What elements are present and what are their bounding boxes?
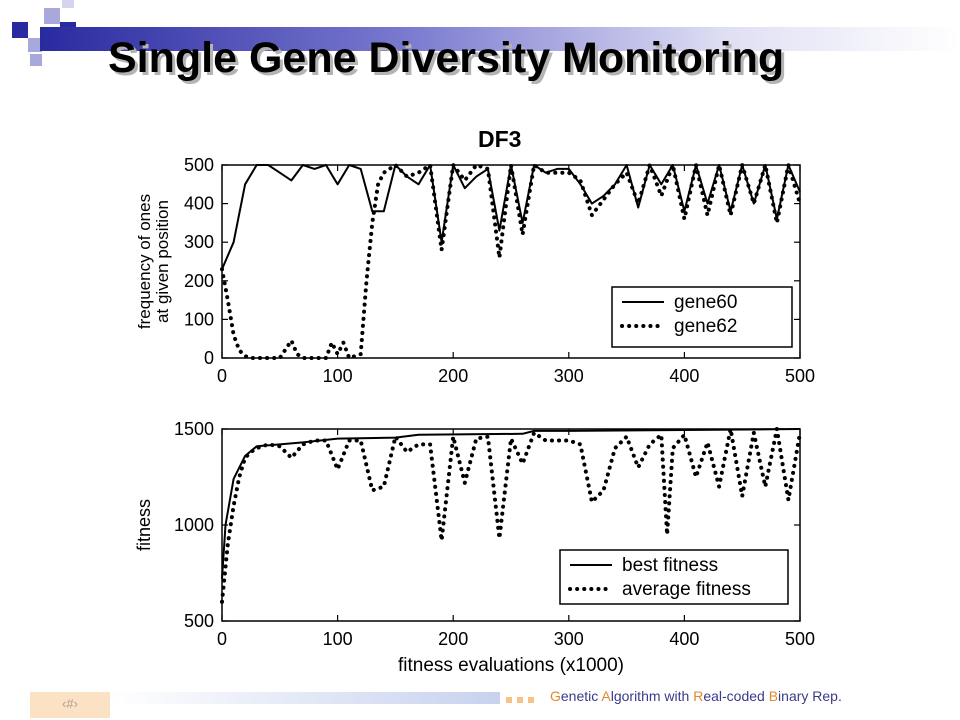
- y-tick-label: 1500: [174, 419, 214, 439]
- y-tick-label: 1000: [174, 515, 214, 535]
- x-tick-label: 500: [785, 366, 815, 386]
- series-line-gene60: [221, 164, 801, 270]
- x-tick-label: 0: [217, 366, 227, 386]
- x-tick-label: 200: [438, 629, 468, 649]
- series-line-gene62: [220, 163, 802, 360]
- decor-square-light-1: [44, 8, 60, 24]
- footer-dot: [528, 697, 534, 703]
- footer-seg: enetic: [560, 688, 602, 704]
- y-tick-label: 300: [184, 232, 214, 252]
- footer-text: Genetic Algorithm with Real-coded Binary…: [550, 688, 842, 704]
- y-axis-label: fitness: [134, 499, 154, 551]
- y-axis-label: frequency of ones: [135, 194, 154, 329]
- footer-seg: G: [550, 688, 561, 704]
- x-axis-label: fitness evaluations (x1000): [398, 655, 624, 676]
- footer-seg: lgorithm with: [610, 688, 694, 704]
- legend-box: [559, 549, 789, 605]
- x-tick-label: 100: [323, 629, 353, 649]
- x-tick-label: 200: [438, 366, 468, 386]
- x-tick-label: 400: [669, 366, 699, 386]
- decor-square-light-2: [28, 38, 42, 52]
- footer-seg: B: [768, 688, 779, 704]
- x-tick-label: 300: [554, 629, 584, 649]
- y-tick-label: 100: [184, 309, 214, 329]
- y-tick-label: 500: [184, 155, 214, 175]
- y-axis-label: at given position: [153, 200, 172, 323]
- series-line-best-fitness: [221, 428, 801, 579]
- footer-bar: [110, 692, 500, 704]
- y-tick-label: 0: [204, 348, 214, 368]
- decor-square-light-4: [62, 0, 74, 8]
- footer-dots: [506, 690, 539, 708]
- legend-box: [611, 286, 793, 348]
- footer-seg: eal-coded: [703, 688, 769, 704]
- legend-label: gene60: [674, 292, 737, 313]
- x-tick-label: 400: [669, 629, 699, 649]
- legend-label: best fitness: [622, 555, 718, 576]
- footer-dot: [517, 697, 523, 703]
- footer-dot: [506, 697, 512, 703]
- legend-label: gene62: [674, 316, 737, 337]
- page-number: ‹#›: [62, 696, 78, 711]
- page-number-box: ‹#›: [30, 692, 110, 718]
- y-tick-label: 400: [184, 194, 214, 214]
- y-tick-label: 200: [184, 271, 214, 291]
- decor-square-light-3: [30, 54, 42, 66]
- footer-seg: inary Rep.: [778, 688, 842, 704]
- footer-seg: R: [693, 688, 704, 704]
- chart-title: DF3: [478, 126, 522, 152]
- x-tick-label: 100: [323, 366, 353, 386]
- y-tick-label: 500: [184, 611, 214, 631]
- decor-square-dark-1: [12, 22, 28, 38]
- legend-label: average fitness: [622, 579, 751, 600]
- x-tick-label: 500: [785, 629, 815, 649]
- x-tick-label: 300: [554, 366, 584, 386]
- x-tick-label: 0: [217, 629, 227, 649]
- footer-seg: A: [601, 688, 611, 704]
- title-bar: [40, 27, 960, 51]
- slide-title: Single Gene Diversity Monitoring: [108, 34, 785, 82]
